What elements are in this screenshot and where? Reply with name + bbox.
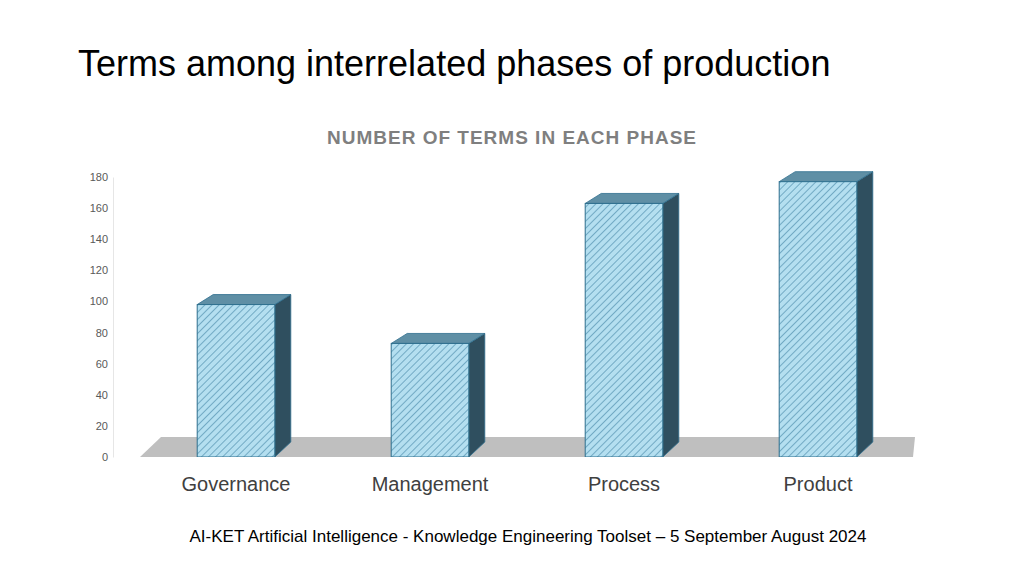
- bar-top: [391, 333, 485, 343]
- bars: [197, 172, 873, 457]
- x-tick: Governance: [182, 457, 291, 495]
- y-tick: 40: [96, 389, 113, 401]
- y-tick-label: 180: [90, 171, 108, 183]
- slide: Terms among interrelated phases of produ…: [0, 0, 1024, 573]
- bar-top: [585, 193, 679, 203]
- x-tick-label: Governance: [182, 473, 291, 495]
- bar-side: [857, 172, 873, 457]
- y-tick: 120: [90, 264, 113, 276]
- y-axis-line: [113, 178, 114, 458]
- bar: [197, 305, 275, 457]
- y-tick-label: 40: [96, 389, 108, 401]
- bar: [779, 182, 857, 457]
- x-tick: Management: [372, 457, 489, 495]
- bar-group: [391, 333, 485, 457]
- y-tick: 20: [96, 420, 113, 432]
- bar-side: [663, 193, 679, 457]
- x-tick-label: Management: [372, 473, 489, 495]
- x-tick-label: Product: [784, 473, 853, 495]
- y-tick-label: 80: [96, 327, 108, 339]
- bar-side: [469, 333, 485, 457]
- y-tick: 180: [90, 171, 113, 183]
- x-tick: Product: [784, 457, 853, 495]
- y-tick-label: 140: [90, 233, 108, 245]
- bar-top: [197, 295, 291, 305]
- x-axis: Governance Management Process Product: [182, 457, 853, 495]
- bar-group: [585, 193, 679, 457]
- slide-footer: AI-KET Artificial Intelligence - Knowled…: [190, 527, 867, 546]
- y-tick: 0: [102, 451, 113, 463]
- x-tick-label: Process: [588, 473, 660, 495]
- y-tick: 140: [90, 233, 113, 245]
- y-tick: 100: [90, 295, 113, 307]
- bar: [585, 203, 663, 457]
- bar-group: [197, 295, 291, 457]
- y-tick-label: 60: [96, 358, 108, 370]
- y-tick-label: 0: [102, 451, 108, 463]
- slide-heading: Terms among interrelated phases of produ…: [78, 43, 830, 84]
- bar-group: [779, 172, 873, 457]
- y-tick: 160: [90, 202, 113, 214]
- y-tick-label: 20: [96, 420, 108, 432]
- y-tick-label: 160: [90, 202, 108, 214]
- y-tick: 60: [96, 358, 113, 370]
- chart-title: NUMBER OF TERMS IN EACH PHASE: [327, 127, 697, 148]
- bar: [391, 343, 469, 457]
- y-tick-label: 120: [90, 264, 108, 276]
- y-tick: 80: [96, 327, 113, 339]
- bar-side: [275, 295, 291, 457]
- y-tick-label: 100: [90, 295, 108, 307]
- x-tick: Process: [588, 457, 660, 495]
- bar-top: [779, 172, 873, 182]
- y-axis: 0 20 40 60 80 100 120 140 160 180: [90, 171, 114, 463]
